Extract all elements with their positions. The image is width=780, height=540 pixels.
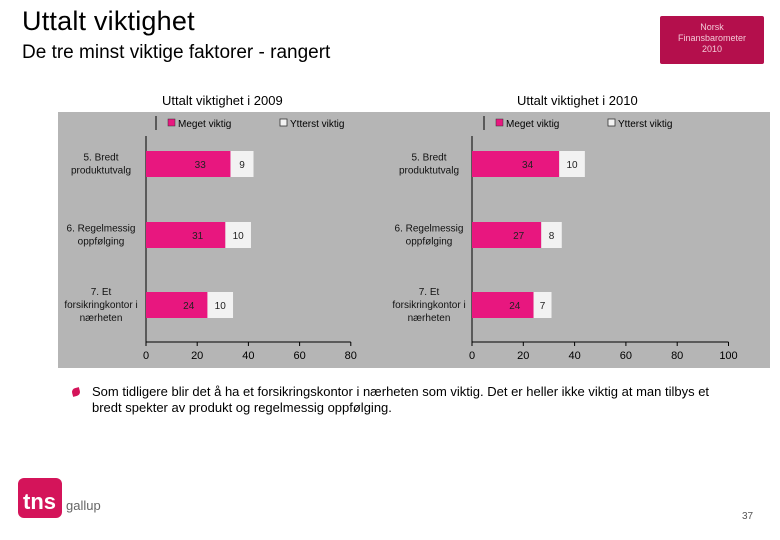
data-label: 10	[215, 301, 227, 312]
badge-line: Norsk	[700, 22, 724, 32]
data-label: 27	[513, 231, 525, 242]
x-tick-label: 40	[242, 350, 254, 362]
bar-ytterst-viktig	[230, 151, 254, 177]
bar-meget-viktig	[472, 292, 534, 318]
category-label: nærheten	[408, 313, 451, 324]
data-label: 10	[233, 231, 245, 242]
category-label: 7. Et	[91, 287, 112, 298]
legend-swatch	[495, 118, 504, 127]
x-tick-label: 40	[568, 350, 580, 362]
page-subtitle: De tre minst viktige faktorer - rangert	[22, 42, 331, 63]
data-label: 7	[540, 301, 546, 312]
x-tick-label: 20	[517, 350, 529, 362]
data-label: 8	[549, 231, 555, 242]
badge-line: Finansbarometer	[677, 33, 747, 43]
x-tick-label: 80	[671, 350, 683, 362]
category-label: oppfølging	[78, 237, 125, 248]
legend-label: Ytterst viktig	[618, 119, 672, 130]
logo-brand: tns	[23, 489, 56, 514]
category-label: 6. Regelmessig	[395, 224, 464, 235]
data-label: 24	[183, 301, 195, 312]
bar-ytterst-viktig	[207, 292, 234, 318]
bar-meget-viktig	[472, 222, 542, 248]
x-tick-label: 60	[293, 350, 305, 362]
commentary-text: Som tidligere blir det å ha et forsikrin…	[92, 384, 710, 415]
category-label: 7. Et	[419, 287, 440, 298]
legend-swatch	[167, 118, 176, 127]
logo-sub: gallup	[66, 498, 101, 513]
legend-swatch	[279, 118, 288, 127]
bar-ytterst-viktig	[533, 292, 552, 318]
category-label: forsikringkontor i	[392, 300, 465, 311]
page-number: 37	[742, 511, 754, 522]
data-label: 24	[509, 301, 521, 312]
data-label: 31	[192, 231, 204, 242]
bar-meget-viktig	[472, 151, 560, 177]
category-label: produktutvalg	[71, 166, 131, 177]
x-tick-label: 20	[191, 350, 203, 362]
bar-ytterst-viktig	[225, 222, 251, 248]
legend-label: Meget viktig	[178, 119, 231, 130]
data-label: 9	[239, 160, 245, 171]
data-label: 10	[566, 160, 578, 171]
category-label: produktutvalg	[399, 166, 459, 177]
chart-title-2009: Uttalt viktighet i 2009	[162, 93, 283, 108]
bar-ytterst-viktig	[541, 222, 562, 248]
data-label: 33	[195, 160, 207, 171]
bar-meget-viktig	[146, 151, 231, 177]
x-tick-label: 80	[345, 350, 357, 362]
x-tick-label: 100	[719, 350, 737, 362]
finansbarometer-badge: Norsk Finansbarometer 2010	[660, 16, 764, 64]
data-label: 34	[522, 160, 534, 171]
legend-swatch	[607, 118, 616, 127]
logo-mark	[18, 478, 62, 518]
legend-label: Ytterst viktig	[290, 119, 344, 130]
category-label: 5. Bredt	[411, 153, 446, 164]
x-tick-label: 0	[143, 350, 149, 362]
bar-ytterst-viktig	[559, 151, 585, 177]
category-label: 5. Bredt	[83, 153, 118, 164]
category-label: oppfølging	[406, 237, 453, 248]
x-tick-label: 60	[620, 350, 632, 362]
category-label: 6. Regelmessig	[67, 224, 136, 235]
chart-title-2010: Uttalt viktighet i 2010	[517, 93, 638, 108]
category-label: forsikringkontor i	[64, 300, 137, 311]
tns-gallup-logo: tns gallup	[18, 478, 101, 518]
page-title: Uttalt viktighet	[22, 6, 195, 36]
legend-label: Meget viktig	[506, 119, 559, 130]
bar-meget-viktig	[146, 292, 208, 318]
category-label: nærheten	[80, 313, 123, 324]
badge-line: 2010	[701, 44, 723, 54]
bar-meget-viktig	[146, 222, 226, 248]
x-tick-label: 0	[469, 350, 475, 362]
